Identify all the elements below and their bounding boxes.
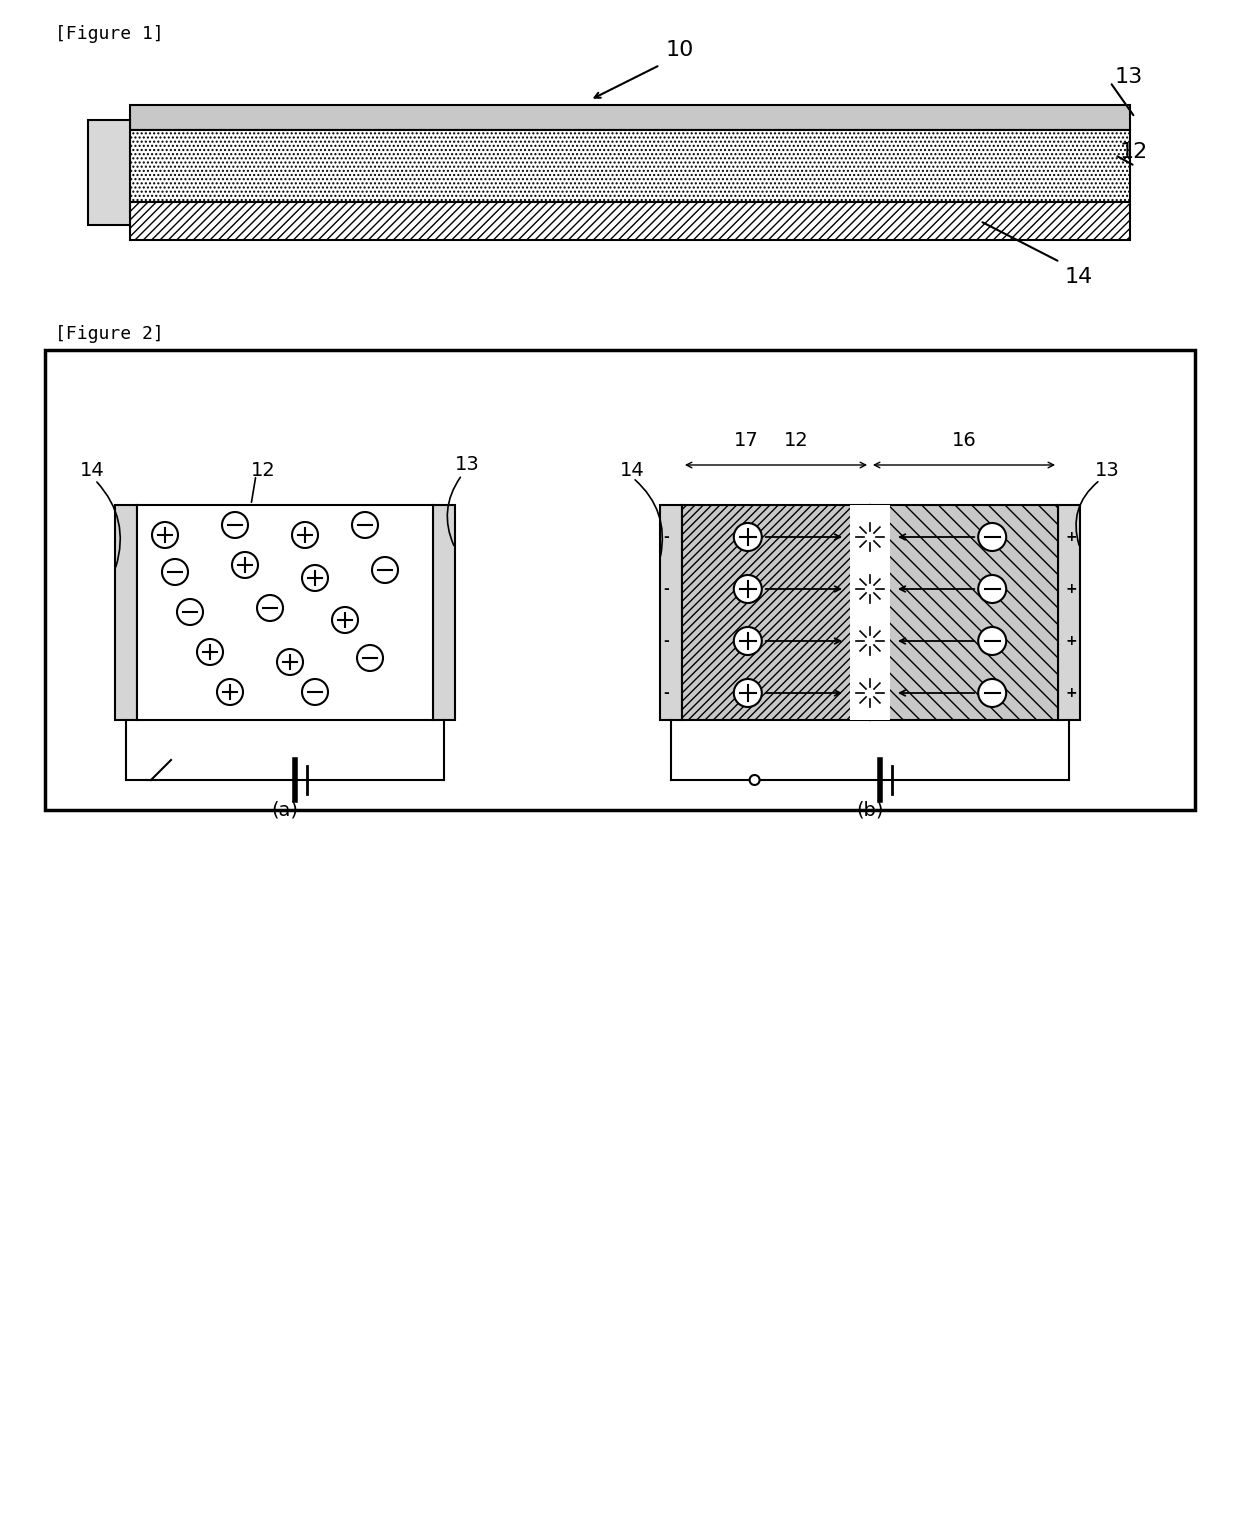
Text: +: + <box>1065 582 1078 596</box>
Circle shape <box>734 523 761 552</box>
Bar <box>136 505 433 720</box>
Circle shape <box>734 679 761 707</box>
Bar <box>1058 505 1080 720</box>
Circle shape <box>978 575 1006 603</box>
Bar <box>660 505 682 720</box>
Circle shape <box>978 626 1006 655</box>
Text: 16: 16 <box>951 432 976 450</box>
Text: +: + <box>1065 530 1078 544</box>
Text: (b): (b) <box>857 801 884 819</box>
Circle shape <box>978 679 1006 707</box>
Text: 12: 12 <box>1120 141 1148 163</box>
Text: 13: 13 <box>1095 461 1120 479</box>
Bar <box>88 120 130 225</box>
Text: [Figure 2]: [Figure 2] <box>55 325 164 344</box>
Circle shape <box>734 626 761 655</box>
Bar <box>682 505 870 720</box>
Text: +: + <box>1065 634 1078 648</box>
Text: -: - <box>663 582 668 596</box>
Text: -: - <box>663 530 668 544</box>
Text: 13: 13 <box>1115 67 1143 87</box>
Circle shape <box>978 523 1006 552</box>
Bar <box>870 505 1058 720</box>
Text: 10: 10 <box>666 40 694 59</box>
Text: -: - <box>663 686 668 701</box>
Text: 17: 17 <box>734 432 759 450</box>
Bar <box>433 505 455 720</box>
Bar <box>849 505 890 720</box>
Circle shape <box>734 575 761 603</box>
Text: -: - <box>663 634 668 648</box>
Text: 12: 12 <box>250 461 275 479</box>
Text: 14: 14 <box>620 461 645 479</box>
Text: [Figure 1]: [Figure 1] <box>55 24 164 43</box>
Bar <box>130 202 1130 240</box>
Bar <box>45 350 1195 810</box>
Bar <box>115 505 136 720</box>
Bar <box>130 105 1130 131</box>
Text: 14: 14 <box>1065 268 1094 287</box>
Text: +: + <box>1065 686 1078 701</box>
Bar <box>130 131 1130 202</box>
Text: 12: 12 <box>784 432 808 450</box>
Text: (a): (a) <box>272 801 299 819</box>
Circle shape <box>750 775 760 784</box>
Text: 14: 14 <box>81 461 104 479</box>
Text: 13: 13 <box>455 456 480 474</box>
